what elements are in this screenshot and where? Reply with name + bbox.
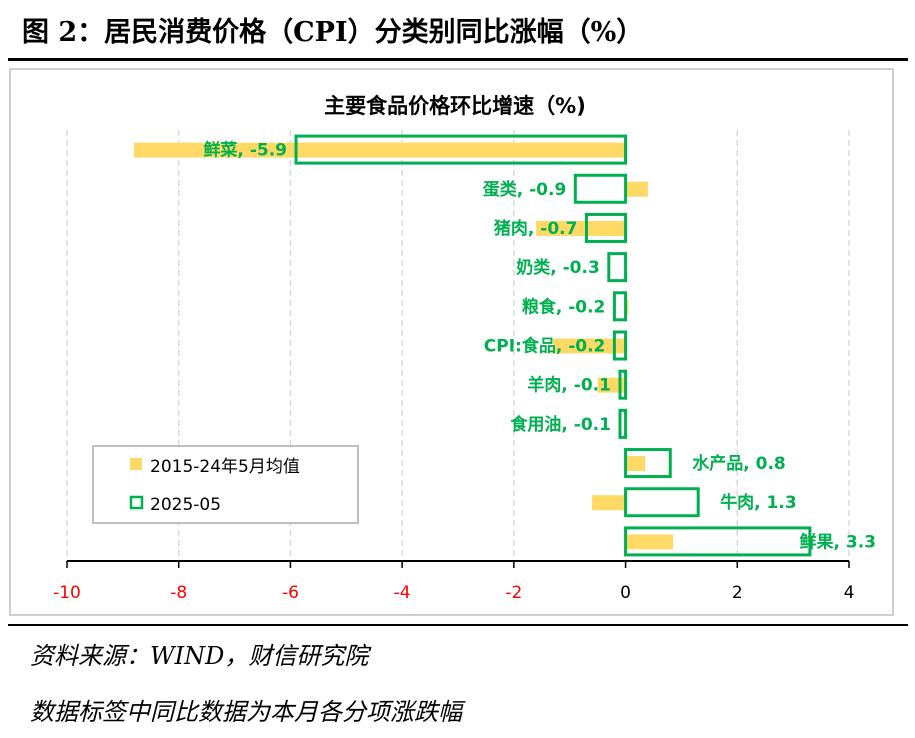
- data-label: 鲜果, 3.3: [800, 531, 877, 552]
- bar-average: [592, 495, 626, 511]
- bar-average: [625, 534, 674, 550]
- top-rule: [8, 58, 908, 61]
- bar-current: [624, 526, 812, 557]
- bar-average: [552, 338, 626, 354]
- data-label: 水产品, 0.8: [692, 453, 786, 474]
- data-label: 奶类, -0.3: [516, 257, 600, 278]
- data-label: 鲜菜, -5.9: [203, 140, 287, 161]
- data-label: 猪肉, -0.7: [494, 218, 578, 239]
- data-label: 食用油, -0.1: [510, 414, 611, 435]
- source-note: 资料来源：WIND，财信研究院: [30, 642, 369, 670]
- chart-title: 主要食品价格环比增速（%): [324, 94, 586, 118]
- bottom-rule: [8, 624, 908, 626]
- data-label-note: 数据标签中同比数据为本月各分项涨跌幅: [30, 698, 462, 726]
- figure-title: 图 2：居民消费价格（CPI）分类别同比涨幅（%）: [22, 17, 644, 48]
- x-tick-label: -8: [170, 583, 187, 603]
- bar-average: [536, 220, 626, 236]
- x-tick-label: -6: [282, 583, 299, 603]
- bar-average: [625, 181, 648, 197]
- x-tick-label: -2: [505, 583, 522, 603]
- bar-current: [612, 330, 628, 361]
- legend-label-average: 2015-24年5月均值: [150, 457, 300, 477]
- bar-current: [618, 369, 628, 400]
- bar-current: [624, 448, 672, 479]
- bar-current: [624, 487, 700, 518]
- data-label: 牛肉, 1.3: [720, 492, 797, 513]
- chart-frame: [9, 68, 894, 616]
- bar-average: [134, 142, 626, 158]
- legend-swatch-current: [129, 495, 144, 510]
- data-label: 蛋类, -0.9: [483, 179, 567, 200]
- bar-current: [612, 291, 628, 322]
- x-tick-label: 2: [732, 583, 743, 603]
- legend: 2015-24年5月均值 2025-05: [92, 445, 359, 524]
- data-label: CPI:食品, -0.2: [484, 336, 606, 357]
- bar-average: [625, 456, 646, 472]
- legend-label-current: 2025-05: [150, 495, 221, 515]
- bar-current: [584, 212, 628, 243]
- x-tick-label: -10: [53, 583, 81, 603]
- x-tick-label: -4: [394, 583, 411, 603]
- data-label: 羊肉, -0.1: [527, 375, 611, 396]
- x-tick-label: 0: [620, 583, 631, 603]
- data-label: 粮食, -0.2: [522, 296, 606, 317]
- bar-current: [618, 408, 628, 439]
- x-tick-label: 4: [844, 583, 855, 603]
- bar-current: [573, 173, 628, 204]
- bar-current: [607, 252, 628, 283]
- legend-swatch-average: [130, 458, 142, 470]
- bar-current: [294, 134, 628, 165]
